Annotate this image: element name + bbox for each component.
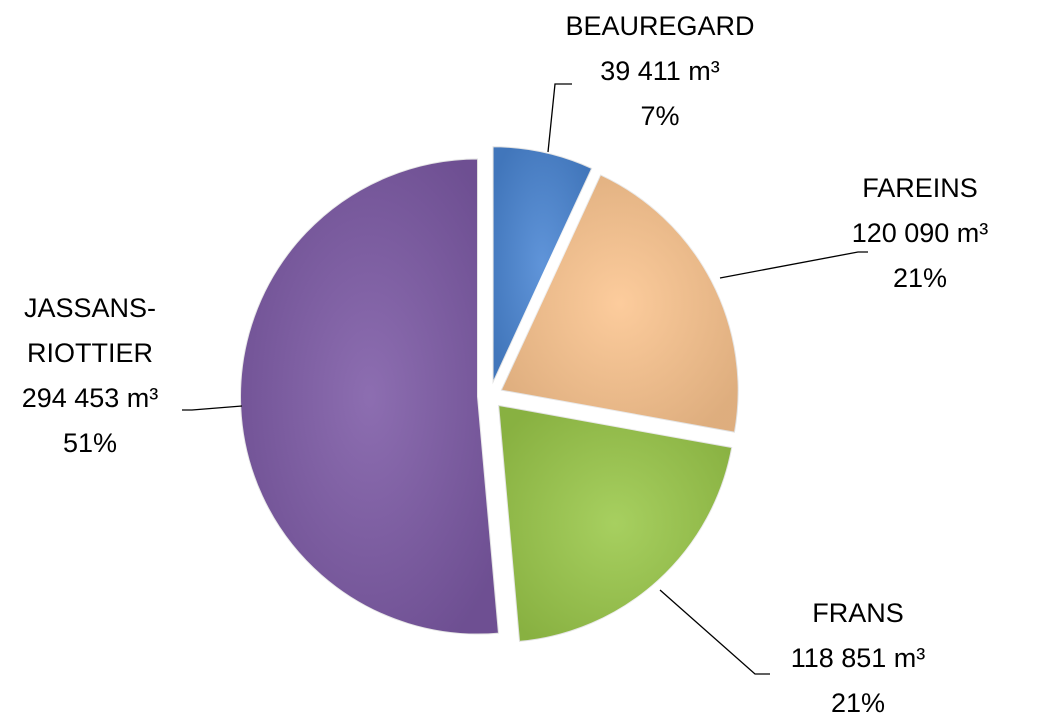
value-label: 118 851 m³ (791, 643, 926, 673)
percent-label: 21% (893, 263, 947, 293)
category-label: FAREINS (862, 173, 978, 203)
labels: BEAUREGARD 39 411 m³ 7% FAREINS 120 090 m³ 21… (22, 11, 989, 718)
value-label: 39 411 m³ (600, 56, 720, 86)
category-label: JASSANS-RIOTTIER (24, 293, 156, 368)
leader-lines (182, 83, 868, 675)
slice (496, 403, 734, 644)
leader-line (547, 83, 572, 153)
leader-line (182, 405, 243, 411)
category-label: BEAUREGARD (565, 11, 754, 41)
category-label: FRANS (812, 598, 904, 628)
slice (239, 157, 501, 636)
percent-label: 21% (831, 688, 885, 718)
value-label: 294 453 m³ (22, 383, 159, 413)
percent-label: 51% (63, 428, 117, 458)
percent-label: 7% (640, 101, 679, 131)
leader-line (719, 251, 868, 279)
value-label: 120 090 m³ (852, 218, 989, 248)
pie (239, 145, 740, 644)
leader-line (659, 589, 770, 675)
